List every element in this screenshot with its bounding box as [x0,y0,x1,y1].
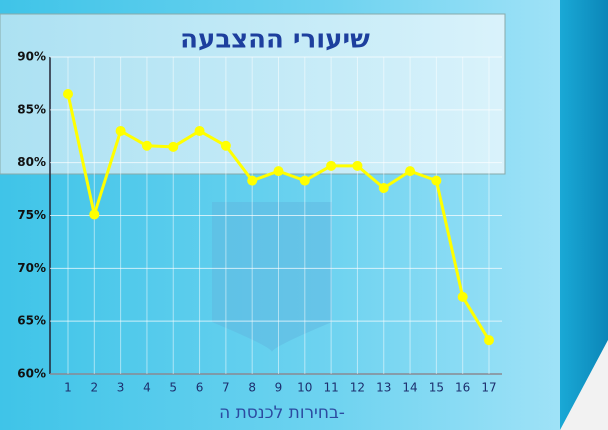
x-tick-label: 11 [323,381,338,395]
x-tick-label: 17 [481,381,496,395]
point [63,89,73,99]
point [89,209,99,219]
x-tick-label: 3 [117,381,125,395]
point [274,166,284,176]
point [484,335,494,345]
x-tick-label: 4 [143,381,151,395]
y-tick-label: 65% [17,314,46,328]
point [142,141,152,151]
y-tick-label: 75% [17,208,46,222]
point [168,142,178,152]
chart: שיעורי ההצבעה בחירות לכנסת ה- 60% 65% 70% 7… [0,0,608,430]
x-axis-label: בחירות לכנסת ה- [219,403,345,423]
x-tick-label: 8 [248,381,256,395]
x-tick-label: 14 [402,381,417,395]
chart-title: שיעורי ההצבעה [180,25,370,55]
point [379,183,389,193]
point [221,141,231,151]
emblem [212,202,332,352]
x-tick-label: 7 [222,381,230,395]
point [300,176,310,186]
x-tick-label: 9 [275,381,283,395]
point [352,161,362,171]
point [195,126,205,136]
point [458,292,468,302]
y-tick-label: 70% [17,261,46,275]
x-tick-label: 15 [429,381,444,395]
y-tick-label: 85% [17,102,46,116]
point [247,176,257,186]
y-tick-label: 60% [17,367,46,381]
x-tick-label: 5 [169,381,177,395]
x-tick-label: 2 [90,381,98,395]
y-tick-label: 80% [17,155,46,169]
x-tick-label: 13 [376,381,391,395]
x-tick-label: 10 [297,381,312,395]
point [326,161,336,171]
x-tick-label: 6 [196,381,204,395]
point [431,176,441,186]
x-tick-label: 16 [455,381,470,395]
x-tick-label: 1 [64,381,72,395]
point [116,126,126,136]
point [405,166,415,176]
y-tick-label: 90% [17,50,46,64]
x-tick-label: 12 [350,381,365,395]
